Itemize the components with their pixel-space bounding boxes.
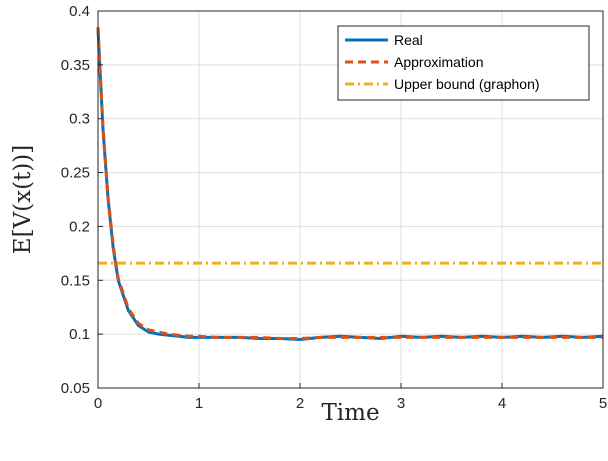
x-tick-label: 4: [498, 395, 506, 412]
plot-frame: [97, 10, 604, 389]
x-tick-label: 0: [94, 395, 102, 412]
x-tick-label: 3: [397, 395, 405, 412]
y-tick-label: 0.05: [61, 380, 90, 397]
y-tick-label: 0.35: [61, 57, 90, 74]
y-tick-label: 0.4: [69, 3, 90, 20]
legend-entry-label: Approximation: [394, 54, 484, 70]
y-tick-label: 0.25: [61, 165, 90, 182]
legend-entry-label: Upper bound (graphon): [394, 76, 540, 92]
series-lines: [96, 27, 604, 341]
legend-box: [337, 25, 590, 101]
series-line-1: [96, 27, 603, 340]
y-tick-label: 0.1: [69, 326, 90, 343]
y-tick-label: 0.3: [69, 111, 90, 128]
y-tick-label: 0.2: [69, 218, 90, 235]
legend-entry-label: Real: [394, 32, 423, 48]
x-tick-label: 2: [296, 395, 304, 412]
y-axis-label: E[V(x(t))]: [10, 145, 36, 254]
legend: Real Approximation Upper bound (graphon): [337, 25, 590, 101]
x-axis-label: Time: [321, 400, 379, 426]
x-tick-label: 1: [195, 395, 203, 412]
axis-ticks: 0 1 2 3 4 5 0.05 0.1 0.15 0.2 0.25 0.3 0.35 0.4: [61, 3, 607, 412]
y-tick-label: 0.15: [61, 272, 90, 289]
x-tick-label: 5: [599, 395, 607, 412]
